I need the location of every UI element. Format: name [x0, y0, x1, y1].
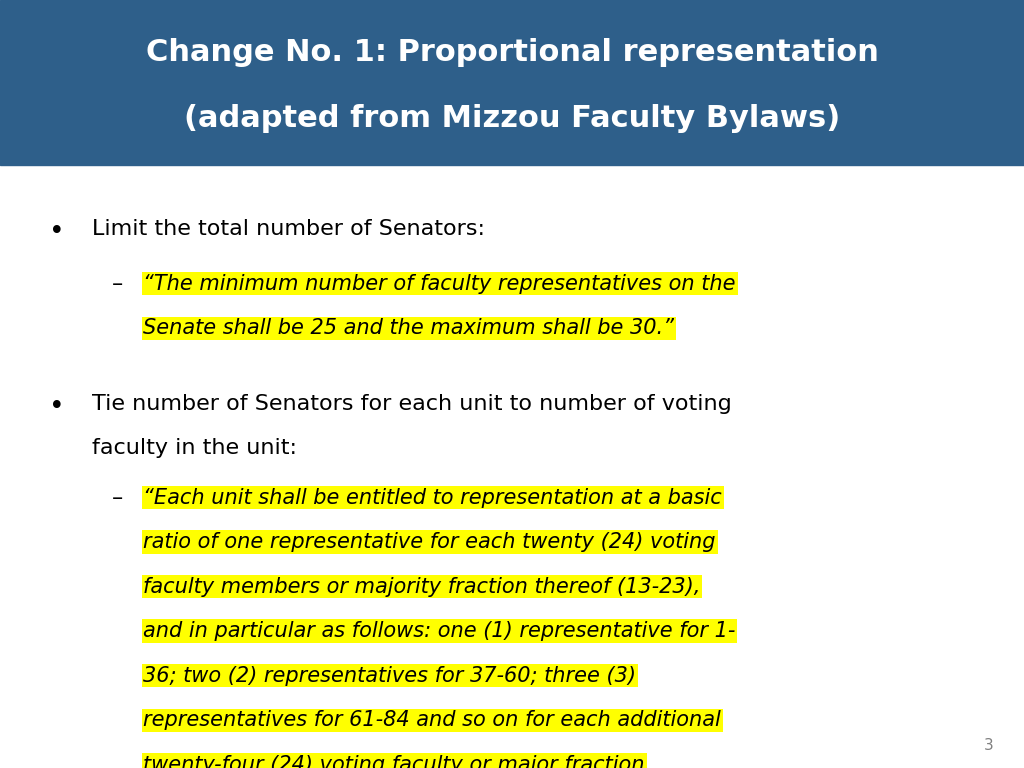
- FancyBboxPatch shape: [0, 0, 1024, 165]
- Text: •: •: [48, 393, 65, 419]
- Text: •: •: [48, 219, 65, 245]
- Text: –: –: [113, 488, 123, 508]
- Text: “Each unit shall be entitled to representation at a basic: “Each unit shall be entitled to represen…: [143, 488, 722, 508]
- Text: Senate shall be 25 and the maximum shall be 30.”: Senate shall be 25 and the maximum shall…: [143, 318, 675, 338]
- Text: twenty-four (24) voting faculty or major fraction: twenty-four (24) voting faculty or major…: [143, 755, 645, 768]
- Text: and in particular as follows: one (1) representative for 1-: and in particular as follows: one (1) re…: [143, 621, 735, 641]
- Text: representatives for 61-84 and so on for each additional: representatives for 61-84 and so on for …: [143, 710, 721, 730]
- Text: Limit the total number of Senators:: Limit the total number of Senators:: [92, 219, 485, 239]
- Text: –: –: [113, 273, 123, 293]
- Text: Change No. 1: Proportional representation: Change No. 1: Proportional representatio…: [145, 38, 879, 68]
- Text: (adapted from Mizzou Faculty Bylaws): (adapted from Mizzou Faculty Bylaws): [184, 104, 840, 134]
- Text: “The minimum number of faculty representatives on the: “The minimum number of faculty represent…: [143, 273, 736, 293]
- Text: faculty members or majority fraction thereof (13-23),: faculty members or majority fraction the…: [143, 577, 700, 597]
- Text: Tie number of Senators for each unit to number of voting: Tie number of Senators for each unit to …: [92, 393, 732, 413]
- Text: faculty in the unit:: faculty in the unit:: [92, 438, 297, 458]
- Text: ratio of one representative for each twenty (24) voting: ratio of one representative for each twe…: [143, 532, 716, 552]
- Text: 36; two (2) representatives for 37-60; three (3): 36; two (2) representatives for 37-60; t…: [143, 666, 636, 686]
- Text: 3: 3: [983, 737, 993, 753]
